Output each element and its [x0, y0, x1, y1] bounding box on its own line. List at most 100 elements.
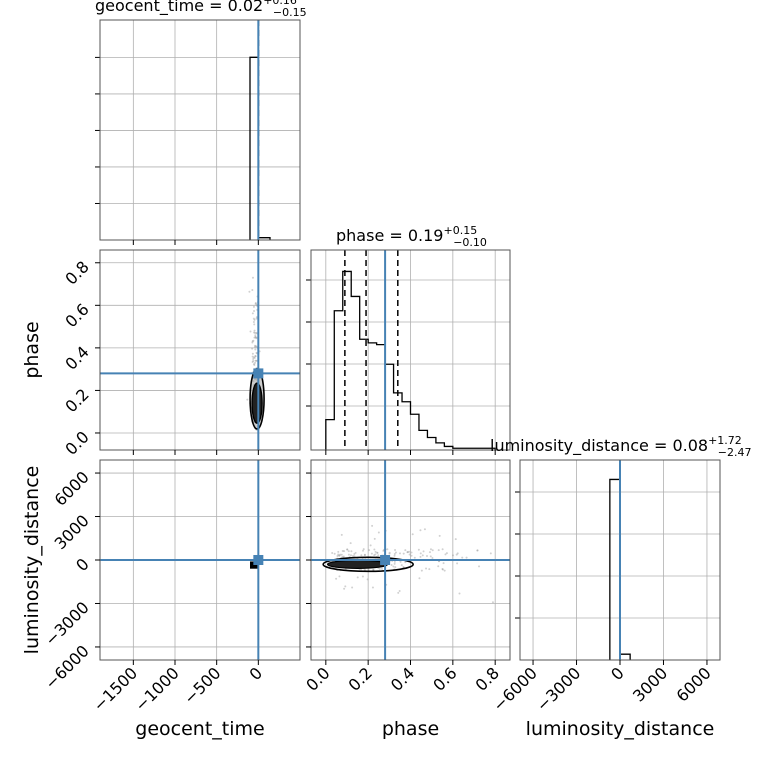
scatter_luminosity_distance_vs_phase-sample-39	[341, 555, 344, 558]
scatter_phase_vs_geocent_time-sample-88	[251, 355, 254, 358]
hist_luminosity_distance-xticklabel-3: 3000	[629, 663, 671, 705]
scatter_phase_vs_geocent_time-yticklabel-0: 0.0	[61, 427, 92, 458]
scatter_luminosity_distance_vs_phase-sample-206	[368, 549, 371, 552]
scatter_luminosity_distance_vs_phase-sample-146	[342, 555, 345, 558]
scatter_luminosity_distance_vs_phase-sample-108	[422, 550, 425, 553]
scatter_luminosity_distance_vs_phase-sample-125	[423, 528, 426, 531]
scatter_phase_vs_geocent_time-sample-65	[253, 344, 256, 347]
scatter_luminosity_distance_vs_phase-sample-205	[452, 554, 455, 557]
hist_geocent_time-title-sub: −0.15	[273, 6, 307, 19]
scatter_luminosity_distance_vs_phase-sample-14	[444, 553, 447, 556]
hist_phase-title-main: phase = 0.19	[336, 226, 443, 245]
scatter_luminosity_distance_vs_phase-sample-213	[421, 554, 424, 557]
scatter_luminosity_distance_vs_phase-sample-47	[420, 569, 423, 572]
scatter_phase_vs_geocent_time-sample-89	[253, 329, 256, 332]
panel-scatter_luminosity_distance_vs_geocent_time: −1500−1000−500 0−6000−3000030006000geocen…	[21, 459, 301, 740]
scatter_phase_vs_geocent_time-sample-40	[252, 321, 255, 324]
panel-scatter_luminosity_distance_vs_phase: 0.0 0.2 0.4 0.6 0.8 phase	[302, 459, 511, 740]
scatter_luminosity_distance_vs_phase-sample-74	[431, 549, 434, 552]
scatter_luminosity_distance_vs_phase-sample-168	[352, 555, 355, 558]
scatter_phase_vs_geocent_time-sample-5	[255, 345, 258, 348]
scatter_luminosity_distance_vs_phase-sample-150	[393, 560, 396, 563]
scatter_phase_vs_geocent_time-sample-42	[251, 352, 254, 355]
scatter_phase_vs_geocent_time-sample-30	[252, 360, 255, 363]
scatter_luminosity_distance_vs_phase-sample-172	[394, 566, 397, 569]
scatter_luminosity_distance_vs_phase-sample-98	[418, 577, 421, 580]
scatter_luminosity_distance_vs_phase-sample-201	[393, 562, 396, 565]
scatter_luminosity_distance_vs_phase-sample-102	[437, 549, 440, 552]
scatter_luminosity_distance_vs_phase-sample-148	[369, 544, 372, 547]
scatter_luminosity_distance_vs_phase-sample-200	[366, 578, 369, 581]
hist_luminosity_distance-xticklabel-1: −3000	[533, 663, 585, 715]
scatter_phase_vs_geocent_time-sample-98	[254, 303, 257, 306]
scatter_luminosity_distance_vs_phase-sample-176	[419, 555, 422, 558]
scatter_luminosity_distance_vs_phase-sample-187	[353, 552, 356, 555]
scatter_phase_vs_geocent_time-ylabel: phase	[21, 321, 43, 378]
scatter_luminosity_distance_vs_phase-sample-155	[361, 575, 364, 578]
scatter_luminosity_distance_vs_phase-sample-183	[394, 548, 397, 551]
scatter_phase_vs_geocent_time-sample-59	[254, 345, 257, 348]
scatter_luminosity_distance_vs_phase-sample-204	[336, 554, 339, 557]
scatter_luminosity_distance_vs_phase-sample-163	[344, 585, 347, 588]
scatter_phase_vs_geocent_time-sample-6	[255, 337, 258, 340]
scatter_luminosity_distance_vs_geocent_time-ylabel: luminosity_distance	[21, 466, 43, 655]
hist_geocent_time-frame	[99, 19, 301, 241]
scatter_luminosity_distance_vs_phase-sample-185	[363, 554, 366, 557]
scatter_luminosity_distance_vs_phase-sample-202	[476, 549, 479, 552]
scatter_luminosity_distance_vs_phase-sample-132	[458, 592, 461, 595]
scatter_luminosity_distance_vs_phase-sample-60	[491, 601, 494, 604]
scatter_luminosity_distance_vs_phase-sample-9	[455, 553, 458, 556]
scatter_luminosity_distance_vs_geocent_time-density-block	[250, 561, 259, 569]
scatter_luminosity_distance_vs_phase-sample-118	[428, 551, 431, 554]
scatter_luminosity_distance_vs_phase-sample-50	[456, 562, 459, 565]
scatter_phase_vs_geocent_time-sample-130	[254, 359, 257, 362]
scatter_phase_vs_geocent_time-yticklabel-4: 0.8	[61, 257, 92, 288]
scatter_luminosity_distance_vs_phase-sample-78	[373, 537, 376, 540]
scatter_luminosity_distance_vs_phase-sample-95	[340, 553, 343, 556]
hist_luminosity_distance-xticklabel-2: 0	[607, 663, 628, 684]
scatter_phase_vs_geocent_time-sample-139	[251, 288, 254, 291]
scatter_phase_vs_geocent_time-sample-71	[251, 340, 254, 343]
scatter_luminosity_distance_vs_phase-sample-48	[360, 554, 363, 557]
scatter_phase_vs_geocent_time-sample-105	[252, 305, 255, 308]
hist_luminosity_distance-xticklabel-4: 6000	[673, 663, 715, 705]
scatter_luminosity_distance_vs_phase-sample-84	[346, 548, 349, 551]
scatter_luminosity_distance_vs_geocent_time-xticklabel-1: −1000	[131, 663, 183, 715]
scatter_phase_vs_geocent_time-contour-inner	[251, 382, 263, 424]
scatter_phase_vs_geocent_time-sample-72	[255, 359, 258, 362]
scatter_phase_vs_geocent_time-sample-132	[255, 331, 258, 334]
scatter_luminosity_distance_vs_geocent_time-xticklabel-0: −1500	[89, 663, 141, 715]
scatter_phase_vs_geocent_time-sample-82	[254, 334, 257, 337]
hist_luminosity_distance-title-sup: +1.72	[708, 434, 742, 447]
scatter_luminosity_distance_vs_phase-sample-164	[398, 552, 401, 555]
scatter_luminosity_distance_vs_phase-sample-90	[380, 567, 383, 570]
scatter_luminosity_distance_vs_phase-sample-152	[376, 551, 379, 554]
scatter_luminosity_distance_vs_phase-sample-157	[363, 553, 366, 556]
scatter_luminosity_distance_vs_phase-sample-193	[392, 565, 395, 568]
scatter_luminosity_distance_vs_phase-sample-119	[408, 550, 411, 553]
scatter_luminosity_distance_vs_phase-xticklabel-2: 0.4	[387, 663, 418, 694]
scatter_phase_vs_geocent_time-sample-25	[246, 398, 249, 401]
scatter_phase_vs_geocent_time-sample-158	[251, 347, 254, 350]
scatter_phase_vs_geocent_time-sample-107	[249, 330, 252, 333]
scatter_luminosity_distance_vs_geocent_time-xticklabel-3: 0	[246, 663, 267, 684]
scatter_luminosity_distance_vs_phase-sample-184	[406, 551, 409, 554]
panel-scatter_phase_vs_geocent_time: 0.0 0.2 0.4 0.6 0.8 phase	[21, 249, 301, 459]
scatter_luminosity_distance_vs_phase-sample-145	[489, 552, 492, 555]
scatter_luminosity_distance_vs_phase-sample-40	[410, 551, 413, 554]
scatter_luminosity_distance_vs_geocent_time-yticklabel-2: 0	[72, 554, 93, 575]
scatter_luminosity_distance_vs_phase-sample-179	[429, 548, 432, 551]
scatter_luminosity_distance_vs_phase-sample-5	[397, 591, 400, 594]
scatter_phase_vs_geocent_time-sample-66	[254, 302, 257, 305]
scatter_luminosity_distance_vs_phase-sample-127	[429, 555, 432, 558]
scatter_luminosity_distance_vs_phase-sample-160	[406, 551, 409, 554]
scatter_luminosity_distance_vs_phase-sample-15	[376, 551, 379, 554]
scatter_luminosity_distance_vs_phase-sample-81	[340, 533, 343, 536]
scatter_luminosity_distance_vs_phase-sample-100	[441, 568, 444, 571]
scatter_phase_vs_geocent_time-yticklabel-1: 0.2	[61, 385, 92, 416]
scatter_phase_vs_geocent_time-yticklabel-3: 0.6	[61, 300, 92, 331]
scatter_luminosity_distance_vs_phase-sample-115	[461, 556, 464, 559]
scatter_luminosity_distance_vs_phase-sample-114	[371, 524, 374, 527]
